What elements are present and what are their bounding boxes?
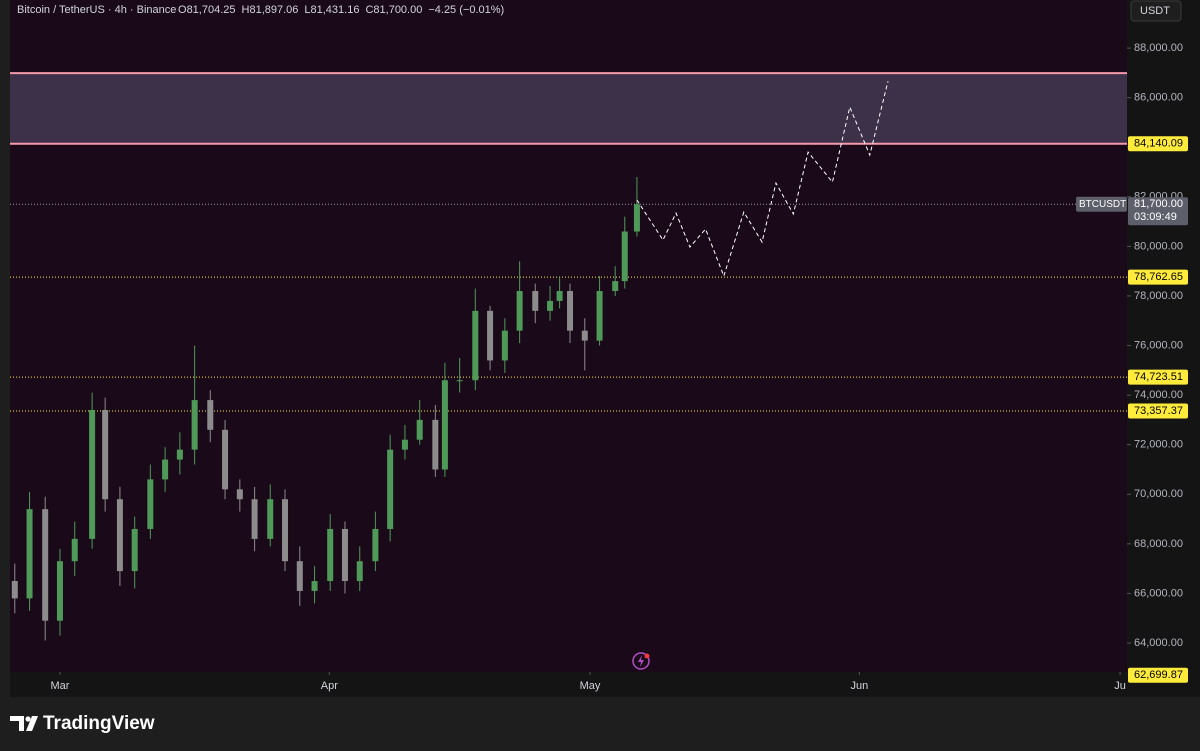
time-axis — [10, 672, 1127, 697]
price-label: 81,700.00 — [1134, 198, 1183, 210]
chart-layer: 64,000.00 66,000.00 68,000.00 70,000.00 72,0… — [10, 42, 1188, 692]
x-tick-label: Jun — [850, 680, 868, 692]
target-zone — [10, 73, 1127, 144]
candle-body — [612, 281, 619, 292]
candle-body — [416, 419, 423, 440]
candle-body — [487, 310, 494, 361]
y-tick-label: 64,000.00 — [1134, 637, 1183, 649]
candle-body — [116, 499, 123, 572]
y-tick-label: 78,000.00 — [1134, 290, 1183, 302]
logo — [10, 716, 38, 731]
y-tick-label: 70,000.00 — [1134, 488, 1183, 500]
candle-body — [567, 291, 574, 331]
candle-body — [89, 409, 96, 539]
candle-body — [131, 528, 138, 572]
candle-body — [356, 561, 363, 582]
price-label: 78,762.65 — [1134, 271, 1183, 283]
y-tick-label: 76,000.00 — [1134, 339, 1183, 351]
y-tick-label: 80,000.00 — [1134, 240, 1183, 252]
price-label: 62,699.87 — [1134, 669, 1183, 681]
price-label-bg — [1128, 369, 1188, 385]
ohlc-value: 81,700.00 — [373, 4, 422, 16]
y-tick-label: 66,000.00 — [1134, 587, 1183, 599]
symbol-tag: BTCUSDT — [1079, 199, 1126, 210]
candle-body — [26, 509, 33, 599]
candle-body — [267, 499, 274, 539]
candle-body — [621, 231, 628, 282]
countdown: 03:09:49 — [1134, 211, 1177, 223]
price-label: 74,723.51 — [1134, 371, 1183, 383]
projection-line — [636, 80, 889, 278]
candle-body — [236, 489, 243, 500]
candle-body — [207, 400, 214, 430]
candle-body — [532, 291, 539, 311]
candle-body — [372, 528, 379, 562]
candle-body — [472, 310, 479, 381]
candle-body — [147, 479, 154, 529]
ohlc-value: 81,431.16 — [311, 4, 360, 16]
symbol-tag-bg — [1076, 196, 1127, 212]
candle-body — [581, 330, 588, 341]
ohlc-value: 81,704.25 — [187, 4, 236, 16]
candle-body — [456, 380, 463, 382]
currency-button[interactable] — [1130, 0, 1182, 22]
y-tick-label: 74,000.00 — [1134, 389, 1183, 401]
price-label-bg — [1128, 197, 1188, 226]
candle-body — [556, 291, 563, 301]
candle-body — [251, 499, 258, 539]
candle-body — [296, 561, 303, 591]
price-label: 84,140.09 — [1134, 138, 1183, 150]
price-label-bg — [1128, 667, 1188, 683]
candle-body — [327, 528, 334, 582]
ohlc-key: C — [365, 4, 373, 16]
price-label-bg — [1128, 136, 1188, 152]
candle-body — [516, 291, 523, 331]
price-axis — [1127, 0, 1200, 697]
price-label-bg — [1128, 403, 1188, 419]
candle-body — [311, 581, 318, 591]
price-label-bg — [1128, 269, 1188, 285]
candle-body — [501, 330, 508, 361]
x-tick-label: May — [580, 680, 601, 692]
candle-body — [282, 499, 289, 562]
ohlc-key: O — [178, 4, 187, 16]
candle-body — [596, 291, 603, 341]
candle-body — [162, 459, 169, 480]
currency[interactable]: USDT — [1140, 5, 1170, 17]
brand: TradingView — [43, 713, 155, 734]
candle-body — [11, 581, 18, 599]
candle-body — [441, 380, 448, 470]
x-tick-label: Apr — [321, 680, 338, 692]
candle-body — [401, 439, 408, 450]
candle-body — [102, 409, 109, 500]
candle-body — [71, 538, 78, 562]
candle-body — [432, 419, 439, 470]
ohlc-value: −4.25 (−0.01%) — [428, 4, 504, 16]
candle-body — [222, 429, 229, 490]
x-tick-label: Ju — [1114, 680, 1126, 692]
ohlc-key: L — [304, 4, 310, 16]
candle-body — [191, 400, 198, 450]
candle-body — [387, 449, 394, 529]
y-tick-label: 86,000.00 — [1134, 92, 1183, 104]
chart-title: Bitcoin / TetherUS · 4h · Binance — [17, 4, 176, 16]
candle-body — [341, 528, 348, 582]
candle-body — [176, 449, 183, 460]
alert-icon[interactable] — [632, 652, 650, 670]
ohlc-header: O 81,704.25 H 81,897.06 L 81,431.16 C 81,700.00… — [178, 4, 504, 16]
x-tick-label: Mar — [50, 680, 69, 692]
y-tick-label: 72,000.00 — [1134, 439, 1183, 451]
ohlc-key: H — [242, 4, 250, 16]
candle-body — [42, 509, 49, 621]
ohlc-value: 81,897.06 — [249, 4, 298, 16]
candle-body — [547, 300, 554, 311]
price-label: 73,357.37 — [1134, 405, 1183, 417]
candle-body — [633, 204, 640, 232]
y-tick-label: 68,000.00 — [1134, 538, 1183, 550]
y-tick-label: 88,000.00 — [1134, 42, 1183, 54]
candle-body — [56, 561, 63, 621]
